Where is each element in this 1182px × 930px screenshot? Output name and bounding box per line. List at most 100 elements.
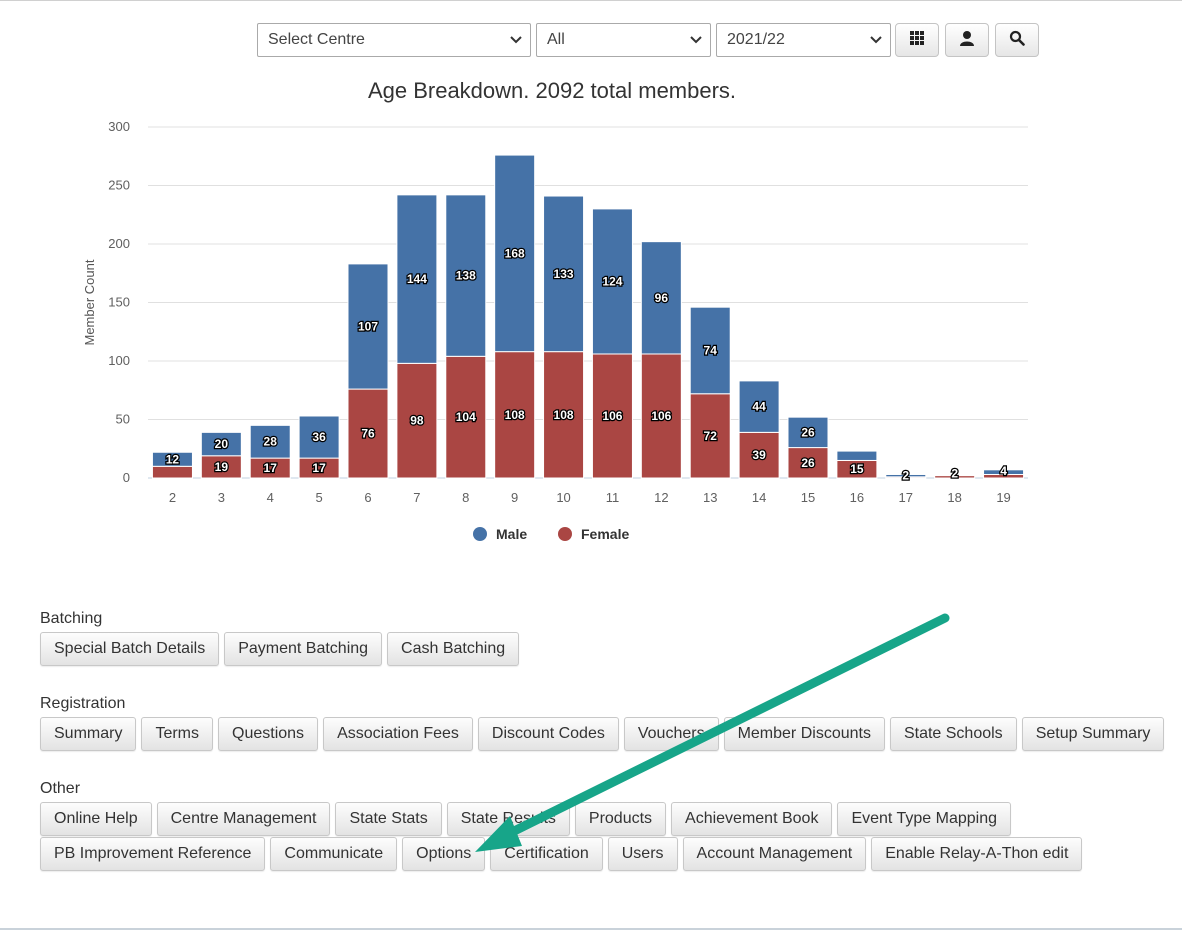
bar-male [445, 194, 487, 357]
x-tick-label: 14 [752, 490, 766, 505]
online-help-button[interactable]: Online Help [40, 802, 152, 836]
achievement-book-button[interactable]: Achievement Book [671, 802, 833, 836]
data-label-female: 108 [554, 408, 574, 422]
bar-male [738, 380, 780, 433]
bar-male [591, 208, 633, 355]
data-label-male: 144 [407, 272, 427, 286]
data-label-female: 98 [410, 414, 424, 428]
x-tick-label: 8 [462, 490, 469, 505]
data-label-male: 168 [505, 246, 525, 260]
user-button[interactable] [945, 23, 989, 57]
state-stats-button[interactable]: State Stats [335, 802, 442, 836]
chevron-down-icon [690, 24, 702, 44]
setup-summary-button[interactable]: Setup Summary [1021, 717, 1165, 751]
bar-male [494, 154, 536, 353]
y-tick-label: 0 [123, 470, 130, 485]
data-label-female: 76 [361, 427, 375, 441]
discount-codes-button[interactable]: Discount Codes [477, 717, 619, 751]
legend-label-male: Male [496, 526, 527, 542]
communicate-button[interactable]: Communicate [270, 837, 398, 871]
data-label-male: 12 [166, 452, 180, 466]
legend-marker-female [558, 527, 572, 541]
products-button[interactable]: Products [574, 802, 667, 836]
summary-button[interactable]: Summary [40, 717, 137, 751]
bar-male [543, 195, 585, 353]
data-label-male: 96 [655, 291, 669, 305]
bar-male [347, 263, 389, 390]
account-management-button[interactable]: Account Management [682, 837, 867, 871]
y-tick-label: 250 [108, 178, 130, 193]
bar-female [445, 355, 487, 479]
category-select[interactable]: All [536, 23, 711, 57]
bar-female [787, 447, 829, 479]
x-tick-label: 12 [654, 490, 668, 505]
bar-female [591, 353, 633, 479]
certification-button[interactable]: Certification [490, 837, 603, 871]
bar-male [200, 431, 242, 457]
bar-male [836, 450, 878, 461]
bar-male [249, 424, 291, 459]
association-fees-button[interactable]: Association Fees [323, 717, 473, 751]
questions-button[interactable]: Questions [218, 717, 319, 751]
top-border [0, 0, 1182, 1]
centre-select-value: Select Centre [268, 31, 365, 48]
y-tick-label: 300 [108, 119, 130, 134]
users-button[interactable]: Users [607, 837, 678, 871]
section-label-registration: Registration [40, 695, 126, 712]
data-label-male: 107 [358, 319, 378, 333]
vouchers-button[interactable]: Vouchers [623, 717, 719, 751]
bar-male [689, 306, 731, 395]
search-button[interactable] [995, 23, 1039, 57]
grid-icon [909, 30, 925, 51]
state-results-button[interactable]: State Results [446, 802, 570, 836]
x-tick-label: 10 [556, 490, 570, 505]
x-tick-label: 13 [703, 490, 717, 505]
bar-female [396, 362, 438, 479]
special-batch-details-button[interactable]: Special Batch Details [40, 632, 220, 666]
bottom-border [0, 928, 1182, 930]
y-tick-label: 100 [108, 353, 130, 368]
centre-management-button[interactable]: Centre Management [156, 802, 331, 836]
data-label-female: 2 [951, 467, 958, 481]
payment-batching-button[interactable]: Payment Batching [224, 632, 383, 666]
terms-button[interactable]: Terms [141, 717, 214, 751]
data-label-male: 44 [752, 400, 766, 414]
user-icon [959, 30, 975, 51]
chart-title: Age Breakdown. 2092 total members. [367, 78, 737, 103]
x-tick-label: 4 [267, 490, 274, 505]
bar-female [738, 431, 780, 479]
data-label-female: 17 [264, 461, 278, 475]
data-label-female: 17 [312, 461, 326, 475]
bar-male [640, 241, 682, 355]
bar-male [885, 473, 927, 478]
data-label-female: 108 [505, 408, 525, 422]
button-row: Summary Terms Questions Association Fees Dis… [40, 717, 1165, 751]
centre-select[interactable]: Select Centre [257, 23, 531, 57]
search-icon [1009, 30, 1025, 51]
bar-male [396, 194, 438, 364]
options-button[interactable]: Options [402, 837, 486, 871]
category-select-value: All [547, 31, 565, 48]
grid-view-button[interactable] [895, 23, 939, 57]
pb-improvement-reference-button[interactable]: PB Improvement Reference [40, 837, 266, 871]
x-tick-label: 6 [364, 490, 371, 505]
member-discounts-button[interactable]: Member Discounts [723, 717, 885, 751]
data-label-female: 106 [602, 409, 622, 423]
data-label-male: 36 [312, 430, 326, 444]
event-type-mapping-button[interactable]: Event Type Mapping [837, 802, 1012, 836]
cash-batching-button[interactable]: Cash Batching [387, 632, 520, 666]
data-label-male: 124 [602, 274, 622, 288]
data-label-male: 74 [704, 343, 718, 357]
y-tick-label: 200 [108, 236, 130, 251]
data-label-male: 2 [902, 468, 909, 482]
data-label-male: 138 [456, 269, 476, 283]
x-tick-label: 17 [899, 490, 913, 505]
state-schools-button[interactable]: State Schools [889, 717, 1017, 751]
x-tick-label: 3 [218, 490, 225, 505]
y-tick-label: 150 [108, 295, 130, 310]
bar-male [787, 416, 829, 449]
enable-relay-a-thon-edit-button[interactable]: Enable Relay-A-Thon edit [871, 837, 1083, 871]
x-tick-label: 19 [996, 490, 1010, 505]
bar-female [934, 475, 976, 479]
season-select[interactable]: 2021/22 [716, 23, 891, 57]
